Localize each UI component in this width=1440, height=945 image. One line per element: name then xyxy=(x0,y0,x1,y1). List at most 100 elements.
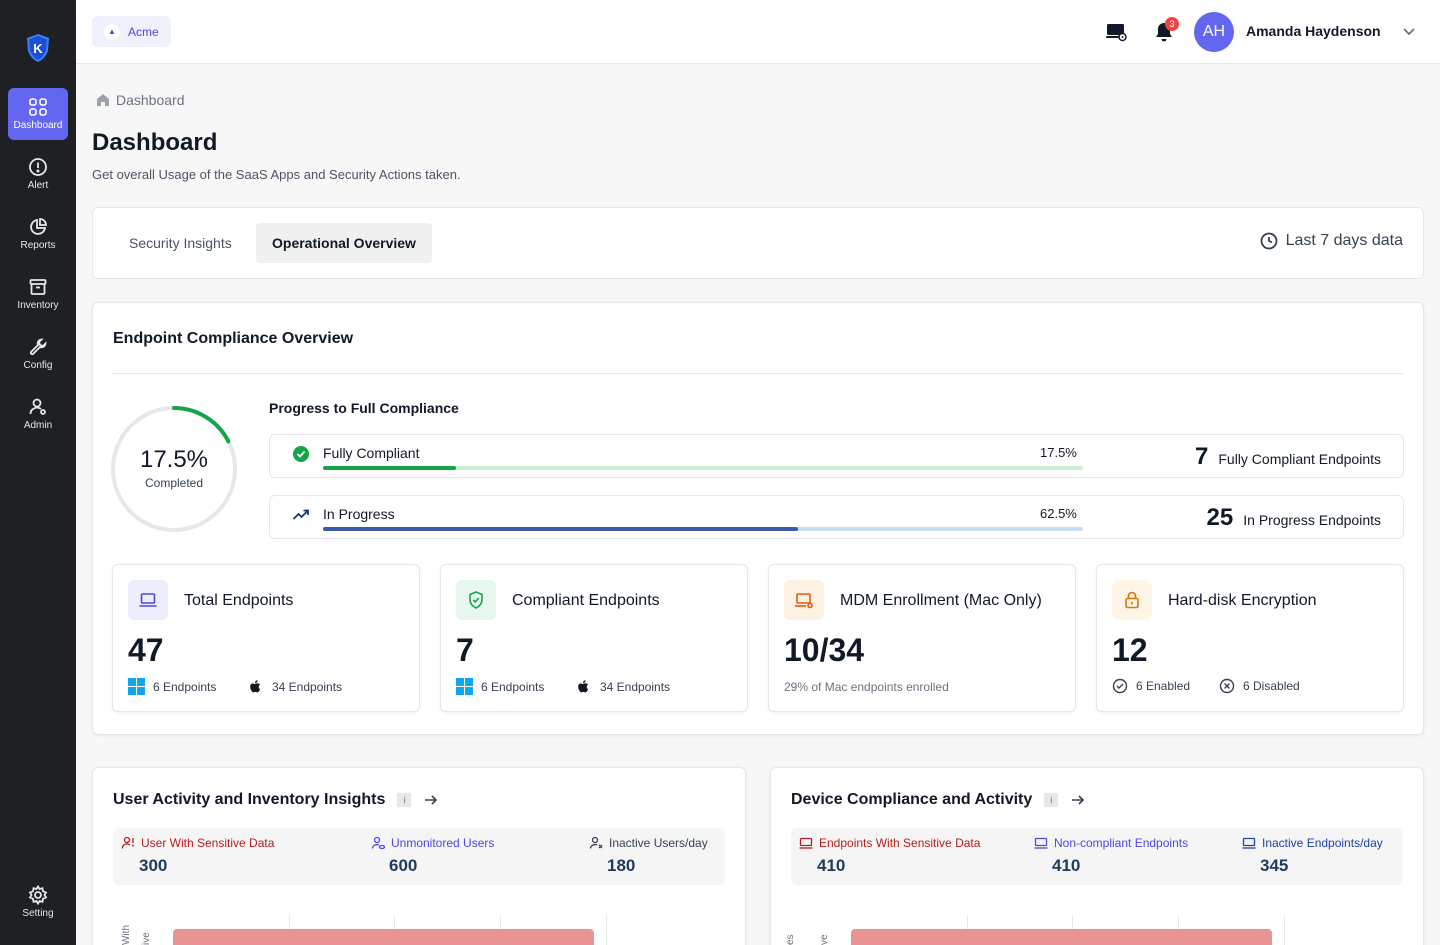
sidebar-item-label: Dashboard xyxy=(13,120,63,131)
stat-card-compliant-endpoints[interactable]: Compliant Endpoints 7 6 Endpoints 34 End… xyxy=(440,564,748,712)
sidebar-item-label: Alert xyxy=(27,180,49,191)
metric-inactive-users[interactable]: Inactive Users/day 180 xyxy=(589,836,708,876)
check-circle-outline-icon xyxy=(1112,678,1128,694)
axis-label: ve xyxy=(819,934,830,945)
metric-value: 600 xyxy=(389,856,418,875)
page-subtitle: Get overall Usage of the SaaS Apps and S… xyxy=(92,167,461,182)
chart-area: With ive xyxy=(113,915,725,945)
completed-percentage: 17.5% xyxy=(139,446,209,473)
gear-icon xyxy=(28,885,48,905)
progress-percentage: 62.5% xyxy=(1040,506,1077,521)
metric-value: 410 xyxy=(817,856,846,875)
progress-row-fully-compliant: Fully Compliant 17.5% 7 Fully Compliant … xyxy=(269,434,1404,478)
progress-title: Progress to Full Compliance xyxy=(269,400,459,416)
laptop-icon xyxy=(128,580,168,620)
count-label: Fully Compliant Endpoints xyxy=(1218,451,1381,467)
user-alert-icon xyxy=(121,836,135,849)
sidebar-item-reports[interactable]: Reports xyxy=(8,208,68,260)
device-settings-icon[interactable] xyxy=(1104,20,1128,44)
topbar: ▲ Acme 3 AH Amanda Haydenson xyxy=(76,0,1440,64)
dashboard-grid-icon xyxy=(29,98,47,116)
stat-note: 29% of Mac endpoints enrolled xyxy=(784,680,949,694)
compliance-ring xyxy=(111,406,237,532)
breadcrumb-current[interactable]: Dashboard xyxy=(116,92,185,108)
count-value: 25 xyxy=(1206,504,1234,531)
arrow-right-icon[interactable] xyxy=(423,792,439,808)
svg-text:K: K xyxy=(33,41,43,56)
metric-endpoints-sensitive-data[interactable]: Endpoints With Sensitive Data 410 xyxy=(799,836,980,876)
laptop-icon xyxy=(1034,837,1048,849)
trending-up-icon xyxy=(292,509,309,520)
metric-unmonitored-users[interactable]: Unmonitored Users 600 xyxy=(371,836,494,876)
metric-label: Inactive Users/day xyxy=(609,836,708,850)
metric-value: 300 xyxy=(139,856,168,875)
mac-count-label: 34 Endpoints xyxy=(272,679,343,694)
mac-count-label: 34 Endpoints xyxy=(600,679,671,694)
enabled-label: 6 Enabled xyxy=(1136,679,1191,693)
windows-icon xyxy=(128,678,145,695)
shield-check-icon xyxy=(456,580,496,620)
metric-non-compliant-endpoints[interactable]: Non-compliant Endpoints 410 xyxy=(1034,836,1188,876)
date-range-selector[interactable]: Last 7 days data xyxy=(1260,232,1403,250)
stat-card-hard-disk-encryption[interactable]: Hard-disk Encryption 12 6 Enabled 6 Disa… xyxy=(1096,564,1404,712)
sidebar-item-config[interactable]: Config xyxy=(8,328,68,380)
stat-title: Total Endpoints xyxy=(184,592,294,609)
metric-inactive-endpoints[interactable]: Inactive Endpoints/day 345 xyxy=(1242,836,1383,876)
org-switcher[interactable]: ▲ Acme xyxy=(92,16,171,47)
wrench-icon xyxy=(29,338,47,356)
user-eye-icon xyxy=(371,836,385,850)
stat-card-mdm-enrollment[interactable]: MDM Enrollment (Mac Only) 10/34 29% of M… xyxy=(768,564,1076,712)
sidebar-item-label: Admin xyxy=(23,420,53,431)
metric-users-sensitive-data[interactable]: User With Sensitive Data 300 xyxy=(121,836,274,876)
endpoint-count: 7 Fully Compliant Endpoints xyxy=(1195,443,1381,471)
mac-count: 34 Endpoints xyxy=(247,678,342,695)
user-admin-icon xyxy=(29,398,46,415)
endpoint-compliance-card: Endpoint Compliance Overview 17.5% Compl… xyxy=(92,302,1424,735)
user-x-icon xyxy=(589,836,603,849)
metric-value: 410 xyxy=(1052,856,1081,875)
user-activity-card: User Activity and Inventory Insights i U… xyxy=(92,767,746,945)
sidebar-item-label: Setting xyxy=(22,908,54,919)
progress-track xyxy=(323,466,1083,470)
home-icon[interactable] xyxy=(96,93,110,107)
chevron-down-icon[interactable] xyxy=(1400,22,1418,40)
sidebar-item-admin[interactable]: Admin xyxy=(8,388,68,440)
chart-area: es ve xyxy=(785,915,1403,945)
breadcrumb: Dashboard xyxy=(96,92,185,108)
sidebar-item-label: Reports xyxy=(20,240,56,251)
logo-shield-icon: K xyxy=(27,34,49,62)
sidebar-item-inventory[interactable]: Inventory xyxy=(8,268,68,320)
chart-bar[interactable] xyxy=(173,929,594,945)
progress-fill xyxy=(323,466,456,470)
sidebar-item-setting[interactable]: Setting xyxy=(8,876,68,928)
disabled-label: 6 Disabled xyxy=(1243,679,1300,693)
apple-icon xyxy=(578,680,589,693)
metric-value: 180 xyxy=(607,856,636,875)
sidebar-item-dashboard[interactable]: Dashboard xyxy=(8,88,68,140)
notification-badge: 3 xyxy=(1165,17,1179,31)
count-label: In Progress Endpoints xyxy=(1243,512,1381,528)
stat-title: Hard-disk Encryption xyxy=(1168,592,1317,609)
enabled-count: 6 Enabled xyxy=(1112,678,1190,694)
stat-value: 12 xyxy=(1112,632,1148,668)
axis-label: With xyxy=(121,925,132,945)
stat-card-total-endpoints[interactable]: Total Endpoints 47 6 Endpoints 34 Endpoi… xyxy=(112,564,420,712)
info-icon[interactable]: i xyxy=(397,793,412,807)
sidebar-item-alert[interactable]: Alert xyxy=(8,148,68,200)
avatar[interactable]: AH xyxy=(1194,12,1234,52)
windows-icon xyxy=(456,678,473,695)
sidebar-item-label: Inventory xyxy=(17,300,59,311)
tab-operational-overview[interactable]: Operational Overview xyxy=(256,223,432,263)
gridline xyxy=(606,915,607,945)
sidebar: K Dashboard Alert Reports Inventory Conf… xyxy=(0,0,76,945)
axis-label: ive xyxy=(141,932,152,945)
arrow-right-icon[interactable] xyxy=(1070,792,1086,808)
metric-label: Unmonitored Users xyxy=(391,836,495,850)
stat-title: Compliant Endpoints xyxy=(512,592,660,609)
org-logo-icon: ▲ xyxy=(104,23,120,40)
archive-box-icon xyxy=(29,279,47,295)
info-icon[interactable]: i xyxy=(1044,793,1059,807)
user-name[interactable]: Amanda Haydenson xyxy=(1246,23,1381,39)
tab-security-insights[interactable]: Security Insights xyxy=(129,235,232,251)
chart-bar[interactable] xyxy=(851,929,1272,945)
